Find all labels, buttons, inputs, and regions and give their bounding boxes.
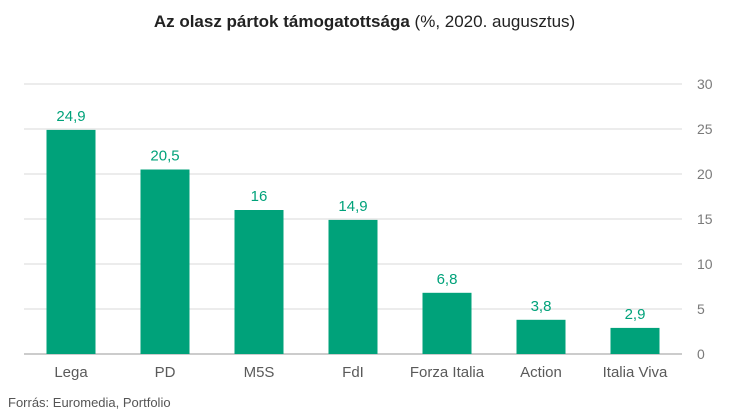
bar [422, 292, 472, 354]
bar [328, 219, 378, 354]
y-tick-label: 10 [697, 256, 713, 272]
bar [610, 327, 660, 354]
source-note: Forrás: Euromedia, Portfolio [8, 395, 171, 410]
y-tick-label: 5 [697, 301, 705, 317]
data-label: 14,9 [338, 198, 367, 215]
data-label: 20,5 [150, 148, 179, 165]
x-tick-label: Forza Italia [410, 364, 485, 381]
data-label: 24,9 [56, 108, 85, 125]
chart-title-rest: (%, 2020. augusztus) [409, 12, 576, 31]
x-tick-label: FdI [342, 364, 364, 381]
x-tick-label: Action [520, 364, 562, 381]
x-tick-label: M5S [244, 364, 275, 381]
y-tick-label: 30 [697, 76, 713, 92]
y-tick-label: 20 [697, 166, 713, 182]
data-label: 2,9 [625, 306, 646, 323]
y-tick-label: 0 [697, 346, 705, 362]
x-tick-label: Lega [54, 364, 88, 381]
data-label: 6,8 [437, 271, 458, 288]
data-label: 16 [251, 188, 268, 205]
bar [516, 319, 566, 354]
x-tick-label: PD [155, 364, 176, 381]
x-tick-label: Italia Viva [603, 364, 668, 381]
chart-title: Az olasz pártok támogatottsága (%, 2020.… [0, 12, 729, 32]
chart-title-bold: Az olasz pártok támogatottsága [153, 12, 410, 31]
bar [46, 129, 96, 354]
y-tick-label: 15 [697, 211, 713, 227]
y-tick-label: 25 [697, 121, 713, 137]
data-label: 3,8 [531, 298, 552, 315]
bar [140, 169, 190, 354]
bar [234, 210, 284, 354]
